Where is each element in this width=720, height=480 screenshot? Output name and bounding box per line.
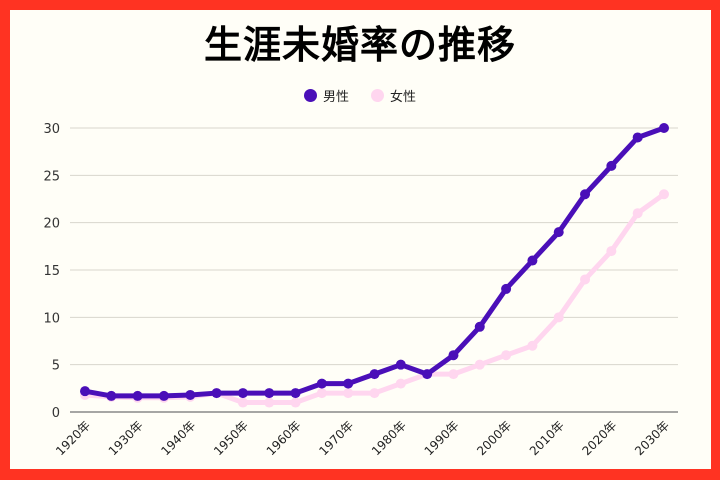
data-point xyxy=(606,246,617,257)
data-point xyxy=(501,283,512,294)
data-point xyxy=(316,378,327,389)
y-tick-label: 10 xyxy=(43,311,60,326)
data-point xyxy=(527,255,538,266)
data-point xyxy=(632,132,643,143)
data-point xyxy=(290,397,301,408)
data-point xyxy=(185,389,196,400)
legend-label-male: 男性 xyxy=(322,90,349,105)
y-tick-label: 20 xyxy=(43,217,60,232)
data-point xyxy=(580,189,591,200)
data-point xyxy=(501,350,512,361)
x-tick-label: 1970年 xyxy=(316,418,356,458)
data-point xyxy=(474,321,485,332)
data-point xyxy=(106,390,117,401)
data-point xyxy=(659,123,669,133)
data-point xyxy=(80,386,90,397)
data-point xyxy=(448,369,459,380)
data-point xyxy=(553,312,564,323)
data-point xyxy=(659,189,669,200)
legend-label-female: 女性 xyxy=(390,90,417,105)
x-tick-label: 2010年 xyxy=(527,418,567,458)
data-point xyxy=(395,378,406,389)
y-tick-label: 0 xyxy=(52,406,60,421)
x-tick-label: 1960年 xyxy=(264,418,304,458)
data-point xyxy=(632,208,643,219)
x-tick-label: 1990年 xyxy=(422,418,462,458)
x-tick-label: 1930年 xyxy=(106,418,146,458)
data-point xyxy=(158,390,169,401)
data-point xyxy=(553,227,564,238)
data-point xyxy=(369,369,380,380)
x-tick-label: 2020年 xyxy=(580,418,620,458)
y-tick-label: 30 xyxy=(43,122,60,137)
data-point xyxy=(264,388,275,399)
data-point xyxy=(211,388,222,399)
y-tick-label: 15 xyxy=(43,264,60,279)
data-point xyxy=(448,350,459,361)
series-line-0 xyxy=(82,125,667,399)
chart-title: 生涯未婚率の推移 xyxy=(203,23,516,67)
data-point xyxy=(264,397,275,408)
data-point xyxy=(290,388,301,399)
data-point xyxy=(606,160,617,171)
data-point xyxy=(527,340,538,351)
data-point xyxy=(132,390,143,401)
x-tick-label: 1950年 xyxy=(211,418,251,458)
y-tick-label: 5 xyxy=(52,359,60,374)
data-point xyxy=(237,388,248,399)
legend-marker-male xyxy=(303,89,317,102)
x-tick-label: 1980年 xyxy=(369,418,409,458)
data-point xyxy=(343,378,354,389)
data-point xyxy=(343,388,354,399)
x-tick-label: 2000年 xyxy=(474,418,514,458)
y-tick-label: 25 xyxy=(43,169,60,184)
data-point xyxy=(422,369,433,380)
legend-marker-female xyxy=(371,89,384,102)
data-point xyxy=(474,359,485,370)
x-tick-label: 2030年 xyxy=(632,418,672,458)
legend-item-male[interactable]: 男性 xyxy=(303,86,349,105)
data-point xyxy=(316,388,327,399)
data-point xyxy=(395,359,406,370)
data-point xyxy=(237,397,248,408)
x-tick-label: 1940年 xyxy=(158,418,198,458)
data-point xyxy=(580,274,591,285)
x-tick-label: 1920年 xyxy=(53,418,93,458)
legend-item-female[interactable]: 女性 xyxy=(371,86,416,105)
data-point xyxy=(369,388,380,399)
legend: 男性 女性 xyxy=(0,86,720,105)
